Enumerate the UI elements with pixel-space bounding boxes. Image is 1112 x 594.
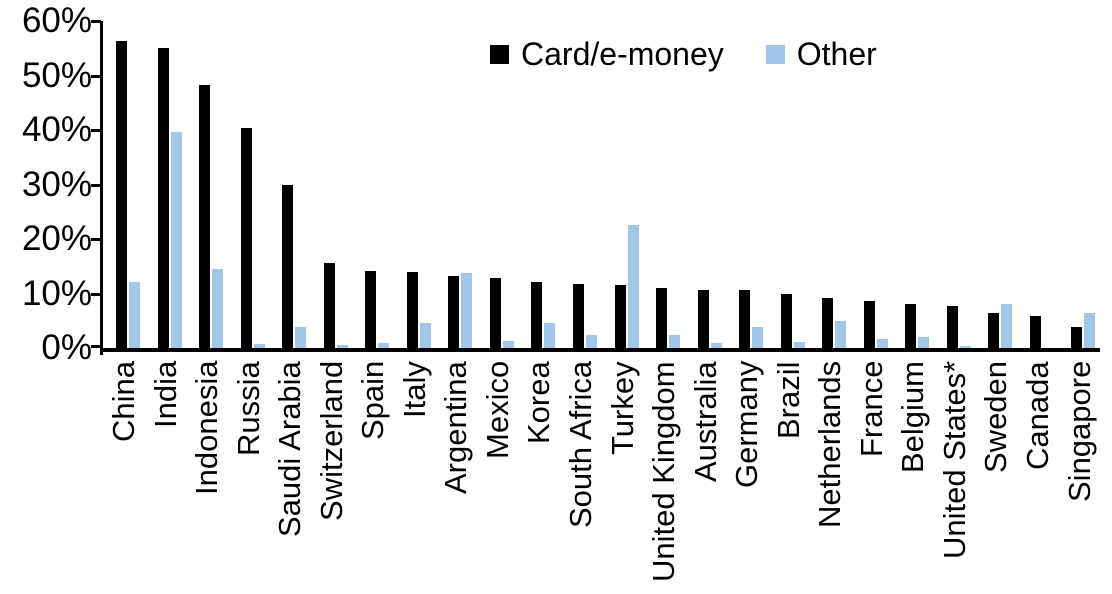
bar-card-e-money (946, 305, 958, 348)
y-axis-tick (91, 292, 101, 296)
bar-other (336, 344, 348, 348)
bar-other (959, 346, 971, 348)
y-axis-label: 20% (21, 219, 92, 258)
bar-card-e-money (1071, 327, 1083, 348)
bar-card-e-money (116, 40, 127, 348)
bar-card-e-money (572, 284, 584, 348)
bar-other (793, 342, 805, 348)
x-axis-label: Germany (729, 361, 765, 489)
bar-other (461, 272, 473, 348)
legend-swatch-other (765, 45, 785, 64)
x-axis-label: Korea (521, 361, 557, 444)
x-axis-label: France (853, 361, 889, 458)
x-axis-label: India (147, 361, 183, 429)
bar-card-e-money (365, 271, 377, 348)
bar-card-e-money (448, 275, 460, 348)
legend: Card/e-money Other (490, 36, 877, 73)
legend-label-other: Other (796, 36, 877, 72)
x-axis-label: Mexico (479, 361, 515, 460)
bar-card-e-money (822, 297, 834, 348)
x-axis-label: Russia (230, 361, 266, 456)
bar-card-e-money (157, 48, 169, 348)
x-axis-label: China (106, 361, 141, 442)
y-axis-label: 40% (21, 110, 92, 149)
bar-card-e-money (531, 281, 543, 348)
y-axis-tick (91, 183, 101, 187)
x-axis-label: Belgium (895, 361, 931, 473)
x-axis-label: Spain (355, 361, 391, 441)
x-axis-label: United Kingdom (646, 361, 682, 582)
bar-other (129, 281, 140, 348)
bar-other (918, 337, 930, 348)
x-axis-label: Sweden (978, 361, 1014, 474)
bar-card-e-money (863, 300, 875, 348)
bar-other (419, 322, 431, 348)
bar-card-e-money (199, 85, 211, 348)
bar-card-e-money (697, 289, 709, 348)
y-axis-tick (91, 238, 101, 241)
bar-other (876, 339, 888, 348)
bar-other (170, 132, 182, 348)
x-axis-label: Switzerland (313, 361, 349, 522)
x-axis-line (100, 348, 1100, 352)
bar-card-e-money (656, 288, 668, 348)
bar-card-e-money (489, 277, 501, 348)
bar-other (710, 343, 722, 348)
legend-swatch-card-e-money (490, 45, 509, 64)
y-axis-label: 0% (41, 328, 92, 367)
y-axis-tick (91, 20, 101, 23)
y-axis-tick (91, 345, 101, 348)
bar-other (835, 321, 847, 348)
bar-card-e-money (240, 127, 252, 348)
bar-card-e-money (988, 313, 1000, 348)
bar-card-e-money (406, 271, 418, 348)
bar-other (627, 225, 639, 348)
bar-other (752, 327, 764, 348)
x-axis-label: South Africa (563, 361, 599, 529)
x-axis-label: Netherlands (812, 361, 848, 529)
x-axis-label: Brazil (770, 361, 806, 439)
y-axis-label: 30% (21, 164, 92, 204)
x-axis-label: Argentina (438, 361, 474, 494)
y-axis-label: 50% (21, 55, 92, 95)
bar-other (544, 322, 556, 348)
y-axis-tick (91, 129, 101, 132)
x-axis-label: United States* (936, 361, 972, 560)
bar-card-e-money (739, 290, 751, 348)
x-axis-label: Indonesia (189, 361, 225, 496)
y-axis-line (100, 21, 103, 355)
y-axis-label: 60% (21, 1, 92, 40)
bar-card-e-money (614, 285, 626, 348)
legend-item-card-e-money: Card/e-money (490, 36, 724, 73)
bar-other (1084, 312, 1096, 348)
bar-other (378, 343, 390, 348)
bar-card-e-money (905, 303, 917, 348)
bar-other (1001, 304, 1013, 348)
x-axis-label: Canada (1020, 361, 1056, 470)
bar-other (669, 335, 681, 348)
bar-other (253, 343, 265, 348)
bar-card-e-money (282, 185, 294, 348)
x-axis-label: Turkey (604, 361, 640, 455)
bar-card-e-money (323, 262, 335, 348)
y-axis-label: 10% (21, 273, 92, 313)
bar-other (585, 335, 597, 348)
bar-other (212, 268, 224, 348)
bar-other (295, 327, 307, 348)
legend-label-card-e-money: Card/e-money (521, 36, 724, 72)
plot-area (103, 21, 1100, 348)
y-axis-tick (91, 74, 101, 78)
bar-card-e-money (780, 294, 792, 348)
x-axis-label: Saudi Arabia (272, 361, 308, 537)
bar-card-e-money (1029, 315, 1041, 348)
legend-item-other: Other (765, 36, 877, 73)
bar-other (502, 341, 514, 348)
x-axis-label: Singapore (1061, 361, 1097, 503)
x-axis-labels: China India Indonesia Russia Saudi Arabia Swi… (103, 361, 1100, 591)
x-axis-label: Australia (687, 361, 723, 482)
x-axis-label: Italy (396, 361, 432, 418)
